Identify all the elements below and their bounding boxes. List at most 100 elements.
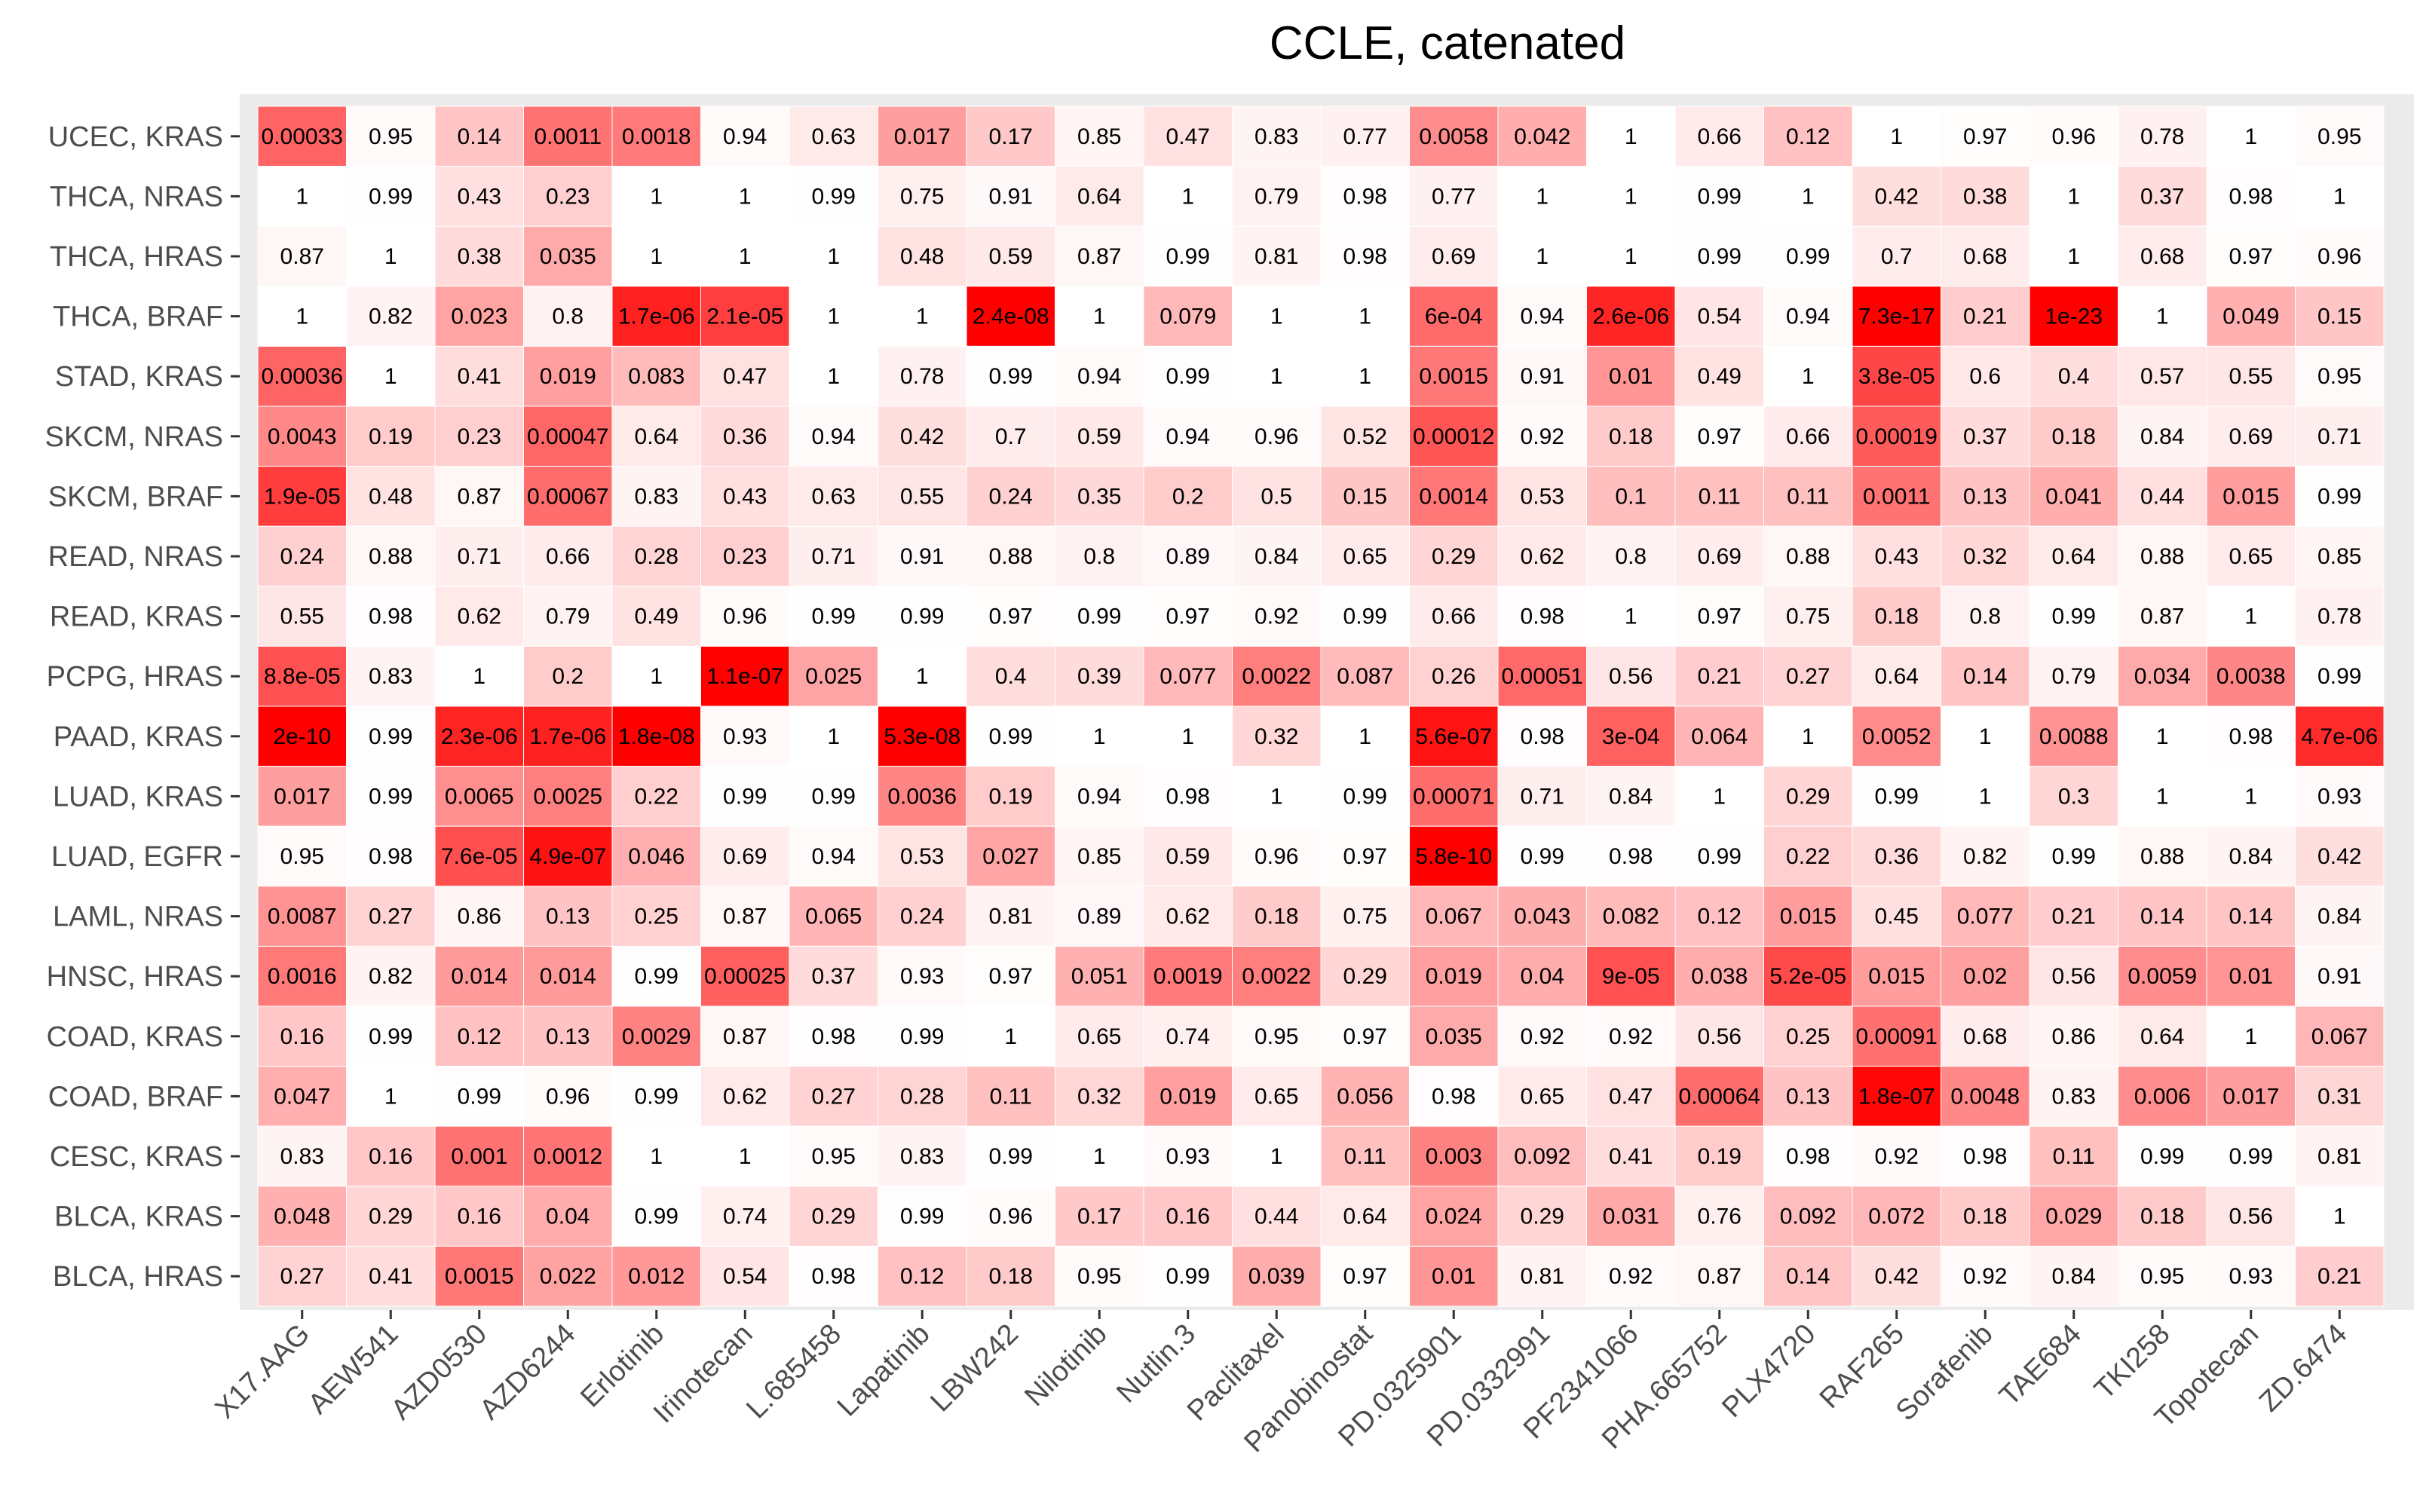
cell-value-label: 0.79 (1254, 184, 1298, 209)
cell-value-label: 0.038 (1691, 964, 1748, 989)
cell-value-label: 0.99 (1166, 1264, 1210, 1289)
cell-value-label: 1 (650, 244, 663, 269)
heatmap-cell (1852, 286, 1941, 347)
cell-value-label: 0.84 (2052, 1264, 2096, 1289)
heatmap-cell (2029, 166, 2118, 227)
cell-value-label: 0.27 (369, 904, 412, 929)
cell-value-label: 0.025 (805, 664, 862, 689)
cell-value-label: 0.88 (2140, 844, 2184, 869)
cell-value-label: 0.99 (369, 724, 412, 749)
cell-value-label: 0.85 (2317, 544, 2361, 569)
heatmap-cell (966, 1125, 1055, 1187)
cell-value-label: 0.95 (1254, 1024, 1298, 1049)
heatmap-cell (2295, 586, 2385, 647)
cell-value-label: 0.92 (1254, 604, 1298, 629)
heatmap-cell (257, 1186, 347, 1247)
heatmap-cell (1763, 106, 1853, 167)
cell-value-label: 0.18 (1875, 604, 1919, 629)
cell-value-label: 0.43 (723, 484, 767, 509)
cell-value-label: 0.63 (812, 484, 856, 509)
cell-value-label: 0.84 (2140, 424, 2184, 449)
heatmap-cell (1586, 945, 1676, 1007)
heatmap-cell (1055, 825, 1144, 887)
heatmap-cell (1320, 286, 1410, 347)
cell-value-label: 0.24 (900, 904, 944, 929)
cell-value-label: 0.0014 (1419, 484, 1488, 509)
heatmap-cell (700, 345, 790, 407)
heatmap-cell (434, 586, 524, 647)
cell-value-label: 0.99 (1698, 184, 1742, 209)
heatmap-cell (1852, 945, 1941, 1007)
cell-value-label: 0.99 (1521, 844, 1564, 869)
cell-value-label: 1 (1270, 305, 1283, 329)
heatmap-cell (1409, 645, 1499, 707)
cell-value-label: 0.36 (1875, 844, 1919, 869)
heatmap-cell (523, 286, 613, 347)
heatmap-cell (346, 1005, 436, 1067)
heatmap-cell (878, 345, 967, 407)
heatmap-cell (1674, 586, 1764, 647)
cell-value-label: 0.69 (2229, 424, 2273, 449)
cell-value-label: 1 (2244, 1024, 2257, 1049)
cell-value-label: 0.66 (1432, 604, 1475, 629)
cell-value-label: 0.7 (995, 424, 1027, 449)
heatmap-cell (2295, 766, 2385, 827)
heatmap-cell (2118, 705, 2207, 767)
heatmap-cell (1232, 345, 1322, 407)
heatmap-cell (2295, 345, 2385, 407)
heatmap-cell (1497, 945, 1587, 1007)
cell-value-label: 0.5 (1261, 484, 1292, 509)
cell-value-label: 1 (384, 364, 397, 389)
heatmap-cell (2029, 225, 2118, 287)
heatmap-cell (700, 1245, 790, 1307)
cell-value-label: 0.38 (458, 244, 501, 269)
cell-value-label: 1 (1625, 604, 1637, 629)
cell-value-label: 0.54 (723, 1264, 767, 1289)
x-tick-label: LBW242 (924, 1318, 1025, 1419)
cell-value-label: 1 (916, 305, 929, 329)
cell-value-label: 0.18 (1254, 904, 1298, 929)
x-tick-label: PLX4720 (1716, 1318, 1821, 1424)
heatmap-cell (1409, 225, 1499, 287)
heatmap-cell (2118, 1125, 2207, 1187)
cell-value-label: 6e-04 (1425, 305, 1483, 329)
heatmap-cell (346, 106, 436, 167)
heatmap-cell (2295, 1186, 2385, 1247)
heatmap-cell (1232, 945, 1322, 1007)
y-tick-label: SKCM, NRAS (45, 421, 223, 453)
heatmap-cell (257, 1005, 347, 1067)
cell-value-label: 0.68 (2140, 244, 2184, 269)
heatmap-cell (1497, 466, 1587, 527)
heatmap-cell (1586, 645, 1676, 707)
cell-value-label: 1 (1625, 244, 1637, 269)
cell-value-label: 0.65 (2229, 544, 2273, 569)
heatmap-cell (966, 886, 1055, 947)
heatmap-cell (1674, 1245, 1764, 1307)
heatmap-cell (1852, 1125, 1941, 1187)
cell-value-label: 0.39 (1077, 664, 1121, 689)
heatmap-cell (2118, 886, 2207, 947)
cell-value-label: 0.19 (1698, 1144, 1742, 1169)
cell-value-label: 0.12 (1786, 124, 1830, 149)
heatmap-cell (2029, 705, 2118, 767)
cell-value-label: 0.87 (2140, 604, 2184, 629)
heatmap-cell (789, 466, 878, 527)
heatmap-cell (257, 286, 347, 347)
heatmap-cell (1232, 1005, 1322, 1067)
cell-value-label: 0.98 (2229, 724, 2273, 749)
heatmap-cell (434, 1005, 524, 1067)
heatmap-cell (2118, 1245, 2207, 1307)
heatmap-cell (1232, 1245, 1322, 1307)
heatmap-cell (1941, 286, 2030, 347)
cell-value-label: 1 (739, 244, 752, 269)
cell-value-label: 0.012 (628, 1264, 685, 1289)
cell-value-label: 0.86 (458, 904, 501, 929)
heatmap-cell (2206, 1066, 2296, 1127)
cell-value-label: 0.27 (1786, 664, 1830, 689)
cell-value-label: 5.2e-05 (1769, 964, 1846, 989)
heatmap-cell (1763, 345, 1853, 407)
heatmap-cell (523, 466, 613, 527)
cell-value-label: 1 (1359, 724, 1371, 749)
heatmap-cell (1941, 345, 2030, 407)
heatmap-cell (1232, 166, 1322, 227)
